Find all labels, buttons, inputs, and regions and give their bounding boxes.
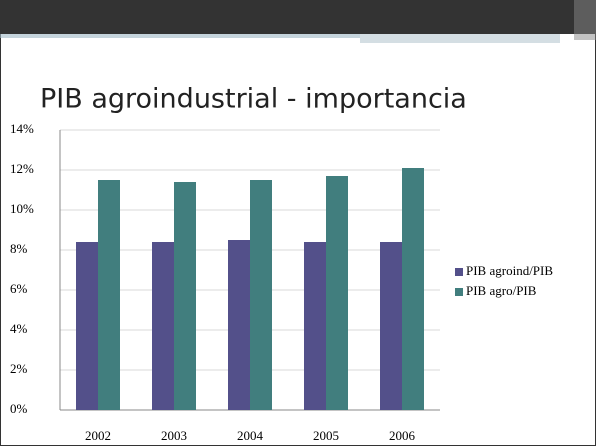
header-bar: [0, 0, 596, 34]
x-tick-label: 2006: [389, 428, 416, 443]
y-tick-label: 10%: [10, 201, 34, 216]
y-tick-label: 8%: [10, 241, 28, 256]
bar: [402, 168, 424, 410]
bar: [152, 242, 174, 410]
y-tick-label: 6%: [10, 281, 28, 296]
header-stripe: [0, 34, 360, 38]
chart-title: PIB agroindustrial - importancia: [40, 84, 467, 115]
y-tick-label: 2%: [10, 361, 28, 376]
bar: [76, 242, 98, 410]
bar: [326, 176, 348, 410]
legend-label: PIB agro/PIB: [466, 283, 537, 298]
x-tick-label: 2002: [85, 428, 111, 443]
x-tick-label: 2005: [313, 428, 339, 443]
x-tick-label: 2004: [237, 428, 264, 443]
y-tick-label: 12%: [10, 161, 34, 176]
legend-swatch: [455, 268, 463, 276]
legend-label: PIB agroind/PIB: [466, 263, 553, 278]
bar: [98, 180, 120, 410]
y-tick-label: 0%: [10, 401, 28, 416]
bar: [228, 240, 250, 410]
header-corner: [574, 0, 596, 40]
bar: [174, 182, 196, 410]
header-stripe: [360, 34, 560, 43]
bar: [304, 242, 326, 410]
legend-swatch: [455, 288, 463, 296]
bar: [380, 242, 402, 410]
x-tick-label: 2003: [161, 428, 187, 443]
bar: [250, 180, 272, 410]
y-tick-label: 14%: [10, 121, 34, 136]
y-tick-label: 4%: [10, 321, 28, 336]
